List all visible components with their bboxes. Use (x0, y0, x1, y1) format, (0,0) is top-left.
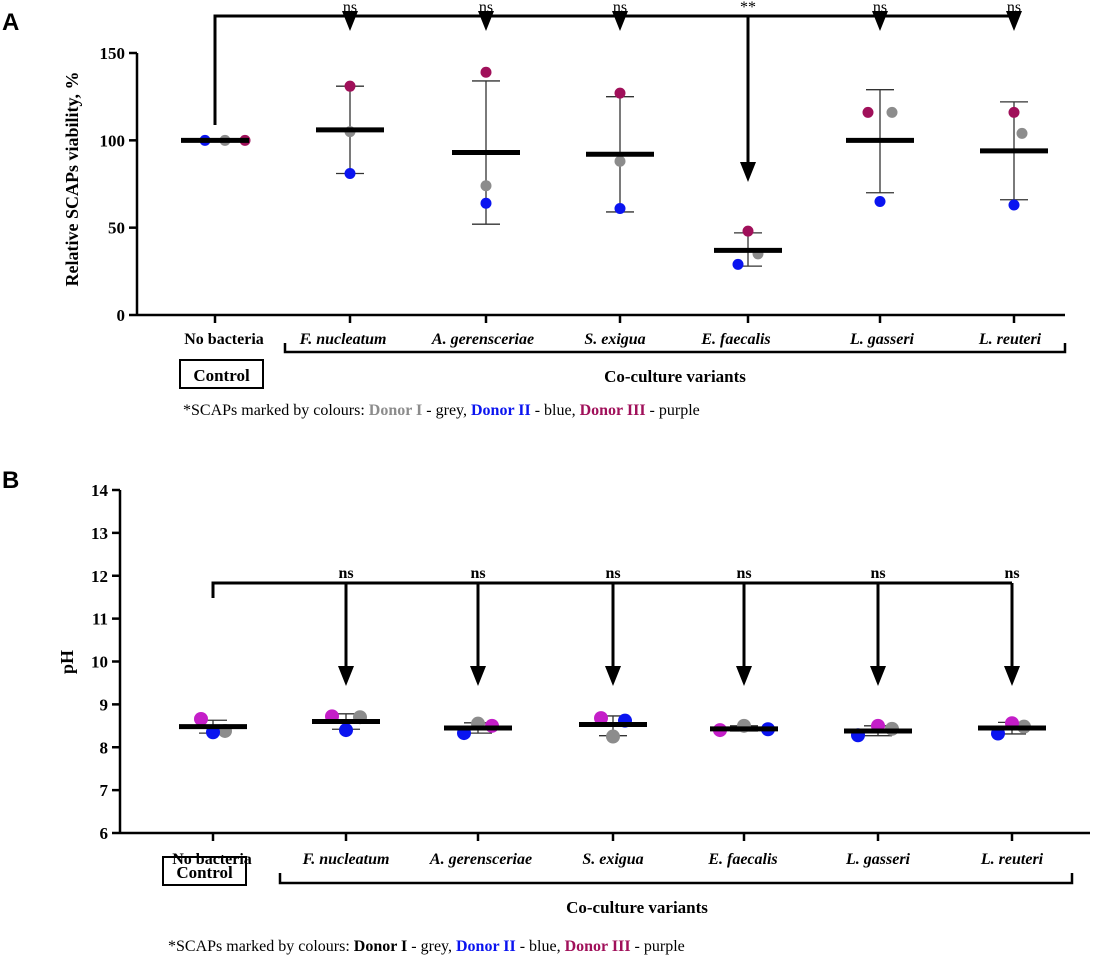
panel-a-coculture-bracket (283, 343, 1067, 354)
data-point-blue (480, 197, 492, 209)
arrow-head-icon (478, 11, 494, 31)
arrow-head-icon (1006, 11, 1022, 31)
panel-a-chart: Relative SCAPs viability, % 0 50 100 150 ns… (62, 0, 1067, 419)
significance-label: ns (343, 0, 357, 16)
significance-label: ns (1004, 565, 1019, 582)
category-label: L. gasseri (845, 851, 911, 868)
panel-b-control-box (162, 856, 247, 886)
significance-label: ns (870, 565, 885, 582)
y-tick-label: 100 (100, 131, 126, 150)
category-label: E. faecalis (707, 851, 777, 868)
arrow-head-icon (338, 666, 354, 686)
arrow-head-icon (740, 162, 756, 182)
panel-b-color-note: *SCAPs marked by colours: Donor I - grey… (168, 938, 685, 955)
data-point-grey (1016, 127, 1028, 139)
category-label: E. faecalis (700, 331, 770, 348)
panel-label-a: A (2, 9, 19, 36)
significance-label: ns (1007, 0, 1021, 16)
arrow-head-icon (605, 666, 621, 686)
arrow-head-icon (612, 11, 628, 31)
data-point-purpleA (742, 225, 754, 237)
y-tick-label: 12 (91, 567, 108, 586)
data-point-purpleA (862, 106, 874, 118)
data-point-blue (874, 195, 886, 207)
panel-b-xlabel: Co-culture variants (566, 898, 708, 917)
arrow-head-icon (870, 666, 886, 686)
data-point-purpleA (480, 66, 492, 78)
y-tick-label: 7 (100, 781, 109, 800)
y-tick-label: 11 (92, 610, 108, 629)
y-tick-label: 13 (91, 524, 108, 543)
data-point-grey (480, 180, 492, 192)
category-label: F. nucleatum (299, 331, 387, 348)
y-tick-label: 0 (117, 306, 126, 325)
panel-b-ylabel: pH (57, 650, 77, 674)
data-point-blue (1008, 199, 1020, 211)
category-label: L. reuteri (980, 851, 1044, 868)
y-tick-label: 10 (91, 653, 108, 672)
data-point-grey (886, 106, 898, 118)
data-point-grey (614, 155, 626, 167)
y-tick-label: 50 (108, 219, 125, 238)
category-label: F. nucleatum (302, 851, 390, 868)
y-tick-label: 8 (100, 738, 109, 757)
category-label: L. gasseri (849, 331, 915, 348)
data-point-blue (732, 258, 744, 270)
y-tick-label: 6 (100, 824, 109, 843)
panel-label-b: B (2, 467, 19, 494)
significance-label: ns (613, 0, 627, 16)
data-point-purpleA (1008, 106, 1020, 118)
y-tick-label: 150 (100, 44, 126, 63)
panel-a-control-label: Control (193, 366, 250, 385)
panel-b-control-label: Control (176, 863, 233, 882)
comparison-bracket (211, 581, 1012, 598)
data-point-grey (606, 729, 620, 744)
significance-label: ns (479, 0, 493, 16)
category-label: S. exigua (582, 851, 643, 868)
category-label: No bacteria (184, 331, 264, 348)
panel-a-xlabel: Co-culture variants (604, 367, 746, 386)
arrow-head-icon (1004, 666, 1020, 686)
data-point-purpleA (344, 80, 356, 92)
category-label: S. exigua (584, 331, 645, 348)
panel-a-control-box (179, 359, 264, 389)
category-label: L. reuteri (978, 331, 1042, 348)
category-label: A. gerensceriae (431, 331, 534, 348)
data-point-blue (339, 723, 353, 738)
y-tick-label: 14 (91, 481, 109, 500)
data-point-purpleB (194, 711, 208, 726)
arrow-head-icon (736, 666, 752, 686)
y-tick-label: 9 (100, 695, 109, 714)
panel-b-chart: pH 6 7 8 9 10 11 12 13 14 ns ns ns ns ns ns No bacter… (57, 481, 1090, 955)
panel-a-color-note: *SCAPs marked by colours: Donor I - grey… (183, 402, 700, 419)
category-label: No bacteria (172, 851, 252, 868)
category-label: A. gerensceriae (429, 851, 532, 868)
significance-label: ns (873, 0, 887, 16)
data-point-blue (344, 168, 356, 180)
significance-label: ns (736, 565, 751, 582)
data-point-purpleA (614, 87, 626, 99)
significance-label: ** (740, 0, 756, 16)
significance-label: ns (470, 565, 485, 582)
panel-b-coculture-bracket (278, 873, 1074, 885)
data-point-blue (614, 202, 626, 214)
data-point-purpleB (594, 711, 608, 726)
arrow-head-icon (872, 11, 888, 31)
significance-label: ns (338, 565, 353, 582)
arrow-head-icon (470, 666, 486, 686)
panel-a-ylabel: Relative SCAPs viability, % (62, 72, 82, 287)
significance-label: ns (605, 565, 620, 582)
arrow-head-icon (342, 11, 358, 31)
